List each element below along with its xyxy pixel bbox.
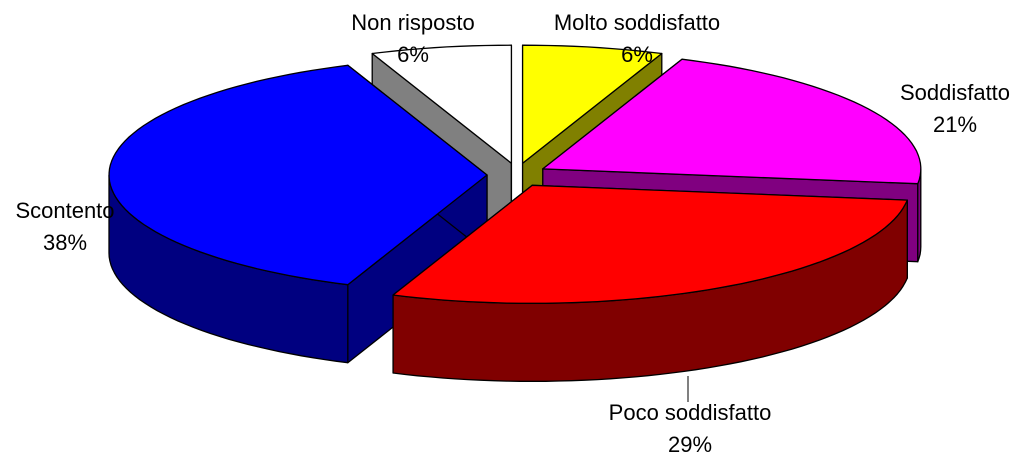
slice-label: Non risposto [351, 10, 475, 35]
slice-value-label: 29% [668, 432, 712, 457]
slice-value-label: 6% [397, 42, 429, 67]
slice [392, 184, 908, 382]
slice-value-label: 6% [621, 42, 653, 67]
slice-top [542, 58, 922, 185]
slice-top [108, 64, 488, 286]
slice-label: Molto soddisfatto [554, 10, 720, 35]
slice-label: Scontento [15, 198, 114, 223]
slice-top [371, 44, 513, 164]
slice-label: Poco soddisfatto [609, 400, 772, 425]
slice-top [392, 184, 908, 304]
slice-value-label: 38% [43, 230, 87, 255]
slice-label: Soddisfatto [900, 80, 1010, 105]
slice-value-label: 21% [933, 112, 977, 137]
slice-top [521, 44, 663, 164]
